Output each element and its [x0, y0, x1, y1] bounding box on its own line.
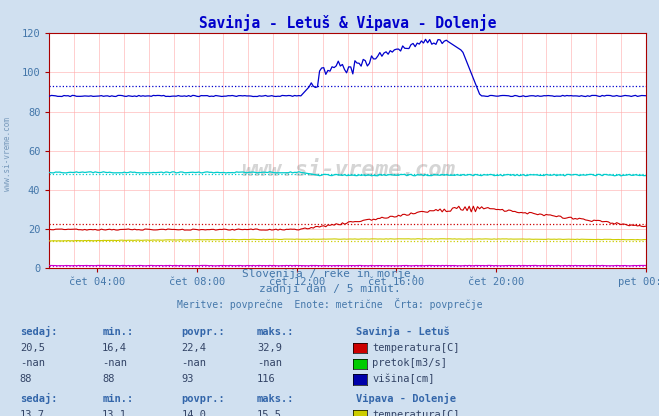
Text: -nan: -nan [20, 359, 45, 369]
Text: 15,5: 15,5 [257, 410, 282, 416]
Text: -nan: -nan [102, 359, 127, 369]
Text: 13,7: 13,7 [20, 410, 45, 416]
Text: min.:: min.: [102, 327, 133, 337]
Text: povpr.:: povpr.: [181, 327, 225, 337]
Text: 14,0: 14,0 [181, 410, 206, 416]
Text: Savinja - Letuš: Savinja - Letuš [356, 326, 449, 337]
Text: Slovenija / reke in morje.: Slovenija / reke in morje. [242, 269, 417, 279]
Text: Vipava - Dolenje: Vipava - Dolenje [356, 393, 456, 404]
Text: 32,9: 32,9 [257, 343, 282, 353]
Text: 116: 116 [257, 374, 275, 384]
Text: 16,4: 16,4 [102, 343, 127, 353]
Text: 93: 93 [181, 374, 194, 384]
Text: www.si-vreme.com: www.si-vreme.com [241, 160, 455, 180]
Text: temperatura[C]: temperatura[C] [372, 410, 460, 416]
Text: maks.:: maks.: [257, 394, 295, 404]
Text: 13,1: 13,1 [102, 410, 127, 416]
Text: Meritve: povprečne  Enote: metrične  Črta: povprečje: Meritve: povprečne Enote: metrične Črta:… [177, 298, 482, 310]
Text: min.:: min.: [102, 394, 133, 404]
Text: 22,4: 22,4 [181, 343, 206, 353]
Text: 88: 88 [102, 374, 115, 384]
Text: sedaj:: sedaj: [20, 393, 57, 404]
Text: pretok[m3/s]: pretok[m3/s] [372, 359, 447, 369]
Text: povpr.:: povpr.: [181, 394, 225, 404]
Text: www.si-vreme.com: www.si-vreme.com [3, 117, 13, 191]
Title: Savinja - Letuš & Vipava - Dolenje: Savinja - Letuš & Vipava - Dolenje [199, 14, 496, 31]
Text: -nan: -nan [257, 359, 282, 369]
Text: maks.:: maks.: [257, 327, 295, 337]
Text: zadnji dan / 5 minut.: zadnji dan / 5 minut. [258, 285, 401, 295]
Text: višina[cm]: višina[cm] [372, 374, 435, 384]
Text: sedaj:: sedaj: [20, 326, 57, 337]
Text: temperatura[C]: temperatura[C] [372, 343, 460, 353]
Text: -nan: -nan [181, 359, 206, 369]
Text: 20,5: 20,5 [20, 343, 45, 353]
Text: 88: 88 [20, 374, 32, 384]
